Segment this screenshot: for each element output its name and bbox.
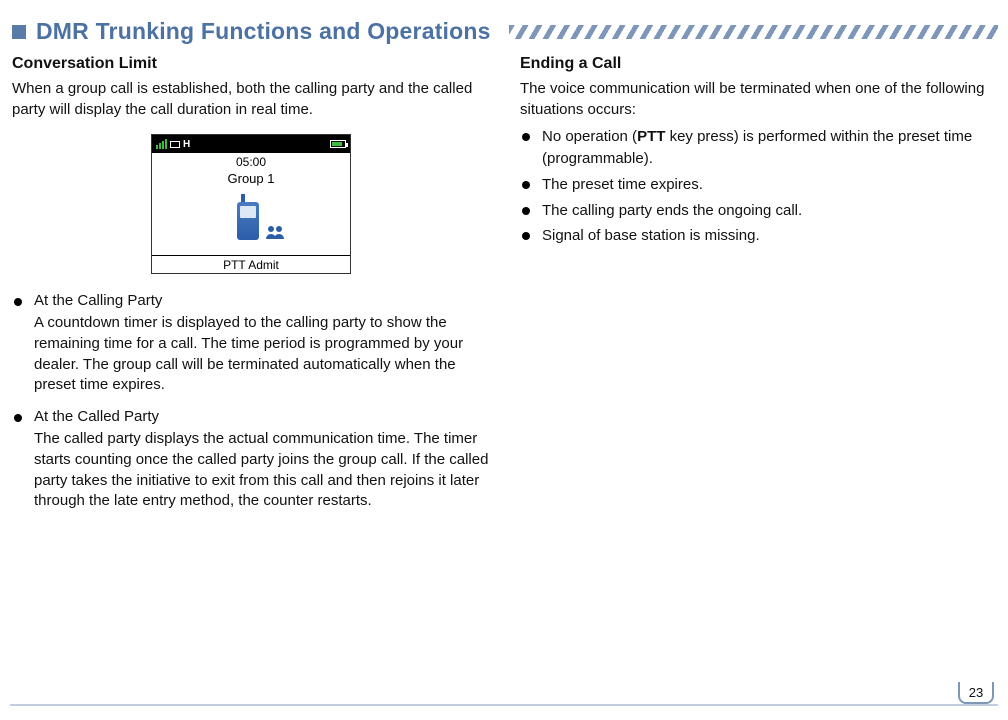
screenshot-body: 05:00 Group 1 <box>152 153 350 255</box>
bullet-head: At the Calling Party <box>34 292 490 309</box>
list-item: The preset time expires. <box>520 174 998 196</box>
group-people-icon <box>265 224 287 240</box>
screenshot-wrap: H 05:00 Group 1 <box>12 134 490 274</box>
statusbar-right <box>330 140 346 148</box>
footer: 23 <box>0 704 1008 710</box>
left-intro: When a group call is established, both t… <box>12 79 490 120</box>
battery-icon <box>330 140 346 148</box>
section-header: DMR Trunking Functions and Operations <box>12 18 998 45</box>
page-number-box: 23 <box>958 682 994 704</box>
bullet-head: At the Called Party <box>34 408 490 425</box>
list-item: The calling party ends the ongoing call. <box>520 200 998 222</box>
header-stripes-icon <box>509 25 998 39</box>
signal-icon <box>156 139 167 149</box>
radio-icon <box>237 194 265 240</box>
page-number: 23 <box>958 682 994 704</box>
left-column: Conversation Limit When a group call is … <box>12 55 494 524</box>
statusbar-left: H <box>156 139 190 150</box>
footer-rule <box>10 704 998 706</box>
screenshot-bottom: PTT Admit <box>152 255 350 273</box>
call-timer: 05:00 <box>152 155 350 169</box>
left-subhead: Conversation Limit <box>12 55 490 73</box>
right-bullets: No operation (PTT key press) is performe… <box>520 126 998 247</box>
device-screenshot: H 05:00 Group 1 <box>151 134 351 274</box>
group-name: Group 1 <box>152 171 350 186</box>
page: DMR Trunking Functions and Operations Co… <box>0 0 1008 720</box>
ptt-bold: PTT <box>637 128 665 145</box>
right-intro: The voice communication will be terminat… <box>520 79 998 120</box>
columns: Conversation Limit When a group call is … <box>12 55 998 524</box>
envelope-icon <box>170 141 180 148</box>
bullet-body: A countdown timer is displayed to the ca… <box>34 313 490 396</box>
list-item: At the Calling Party A countdown timer i… <box>12 292 490 396</box>
list-item: At the Called Party The called party dis… <box>12 408 490 512</box>
header-title: DMR Trunking Functions and Operations <box>36 18 491 45</box>
header-square-icon <box>12 25 26 39</box>
right-subhead: Ending a Call <box>520 55 998 73</box>
right-column: Ending a Call The voice communication wi… <box>514 55 998 524</box>
bullet-body: The called party displays the actual com… <box>34 429 490 512</box>
phone-icon-wrap <box>152 194 350 240</box>
mode-indicator: H <box>183 139 190 150</box>
screenshot-statusbar: H <box>152 135 350 153</box>
left-bullets: At the Calling Party A countdown timer i… <box>12 292 490 512</box>
ptt-prefix: No operation ( <box>542 128 637 145</box>
list-item: No operation (PTT key press) is performe… <box>520 126 998 170</box>
list-item: Signal of base station is missing. <box>520 225 998 247</box>
